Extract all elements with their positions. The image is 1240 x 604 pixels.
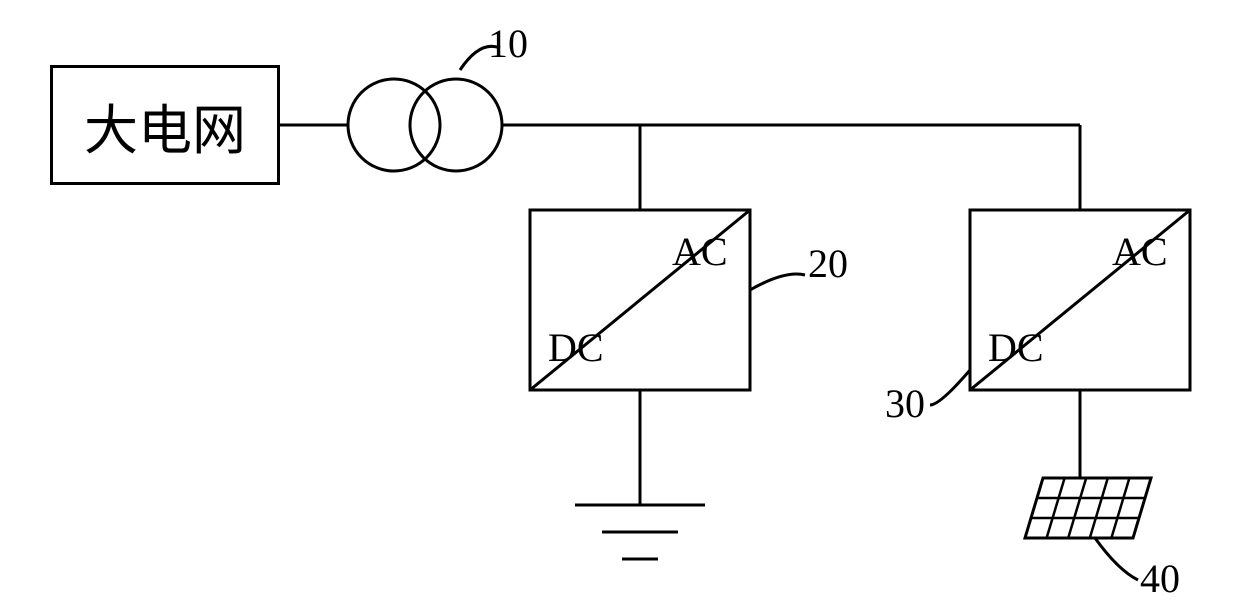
pv-panel bbox=[1025, 478, 1151, 538]
converter-20-ac-label: AC bbox=[672, 228, 728, 275]
diagram-canvas: 大电网 bbox=[0, 0, 1240, 604]
converter-20-dc-label: DC bbox=[548, 324, 604, 371]
callout-curve-20 bbox=[750, 274, 805, 290]
converter-30-dc-label: DC bbox=[988, 324, 1044, 371]
converter-30-ac-label: AC bbox=[1112, 228, 1168, 275]
callout-label-10: 10 bbox=[488, 20, 528, 67]
wires-layer bbox=[0, 0, 1240, 604]
callout-label-30: 30 bbox=[885, 380, 925, 427]
callout-curve-40 bbox=[1095, 538, 1138, 580]
callout-curve-30 bbox=[930, 370, 970, 405]
callout-label-20: 20 bbox=[808, 240, 848, 287]
transformer-coil-left bbox=[348, 79, 440, 171]
transformer-coil-right bbox=[410, 79, 502, 171]
callout-label-40: 40 bbox=[1140, 555, 1180, 602]
